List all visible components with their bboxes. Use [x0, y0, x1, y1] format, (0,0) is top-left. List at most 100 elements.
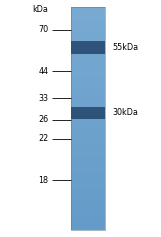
Bar — [71, 194, 105, 196]
Bar — [71, 78, 105, 81]
Bar — [71, 72, 105, 74]
Bar — [71, 87, 105, 90]
Bar — [71, 94, 105, 96]
Bar — [71, 83, 105, 85]
Bar — [71, 205, 105, 208]
Bar — [71, 61, 105, 63]
Bar — [71, 107, 105, 109]
Bar — [71, 183, 105, 185]
Bar — [71, 36, 105, 38]
Bar — [71, 152, 105, 154]
Bar — [71, 85, 105, 87]
Bar — [71, 212, 105, 214]
Bar — [71, 165, 105, 168]
Bar — [71, 225, 105, 228]
Bar — [71, 98, 105, 101]
Bar — [71, 170, 105, 172]
Bar — [71, 190, 105, 192]
Text: 55kDa: 55kDa — [113, 43, 139, 52]
Bar — [71, 38, 105, 41]
Bar — [71, 203, 105, 205]
Bar — [71, 219, 105, 221]
Bar — [71, 187, 105, 190]
Text: 44: 44 — [38, 67, 48, 76]
Bar — [71, 14, 105, 16]
Bar — [71, 27, 105, 29]
Bar — [71, 168, 105, 170]
Bar — [71, 141, 105, 143]
Bar — [71, 41, 105, 54]
Bar — [71, 121, 105, 123]
Bar — [71, 123, 105, 125]
Bar — [71, 221, 105, 223]
Bar — [71, 34, 105, 36]
Bar — [71, 132, 105, 134]
Text: 26: 26 — [38, 115, 48, 124]
Text: 33: 33 — [38, 94, 48, 103]
Bar — [71, 41, 105, 43]
Bar — [71, 156, 105, 159]
Bar — [71, 56, 105, 58]
Bar — [71, 7, 105, 230]
Bar — [71, 201, 105, 203]
Bar — [71, 208, 105, 210]
Bar — [71, 90, 105, 92]
Bar — [71, 134, 105, 136]
Bar — [71, 143, 105, 145]
Bar — [71, 112, 105, 114]
Text: kDa: kDa — [32, 5, 48, 14]
Bar — [71, 128, 105, 130]
Bar — [71, 163, 105, 165]
Bar — [71, 92, 105, 94]
Bar — [71, 130, 105, 132]
Bar — [71, 58, 105, 61]
Bar — [71, 118, 105, 121]
Bar — [71, 74, 105, 76]
Bar — [71, 81, 105, 83]
Bar — [71, 29, 105, 32]
Bar — [71, 147, 105, 150]
Bar — [71, 159, 105, 161]
Bar — [71, 18, 105, 20]
Bar — [71, 63, 105, 65]
Bar — [71, 179, 105, 181]
Bar — [71, 176, 105, 179]
Bar — [71, 192, 105, 194]
Bar — [71, 43, 105, 45]
Bar — [71, 103, 105, 105]
Bar — [71, 54, 105, 56]
Bar — [71, 7, 105, 9]
Bar — [71, 172, 105, 174]
Bar — [71, 105, 105, 107]
Bar — [71, 101, 105, 103]
Bar — [71, 67, 105, 69]
Bar — [71, 69, 105, 72]
Bar — [71, 109, 105, 112]
Bar — [71, 25, 105, 27]
Bar — [71, 16, 105, 18]
Bar — [71, 174, 105, 176]
Bar — [71, 9, 105, 12]
Bar — [71, 150, 105, 152]
Bar — [71, 214, 105, 217]
Bar — [71, 52, 105, 54]
Bar — [71, 47, 105, 50]
Bar — [71, 223, 105, 225]
Bar — [71, 139, 105, 141]
Bar — [71, 20, 105, 23]
Bar — [71, 125, 105, 128]
Bar — [71, 196, 105, 199]
Bar — [71, 32, 105, 34]
Bar — [71, 76, 105, 78]
Bar — [71, 114, 105, 116]
Bar — [71, 23, 105, 25]
Bar — [71, 45, 105, 47]
Bar — [71, 154, 105, 156]
Bar — [71, 107, 105, 118]
Text: 22: 22 — [38, 134, 48, 143]
Text: 70: 70 — [38, 25, 48, 34]
Bar — [71, 50, 105, 52]
Text: 30kDa: 30kDa — [113, 108, 139, 117]
Text: 18: 18 — [38, 176, 48, 185]
Bar — [71, 161, 105, 163]
